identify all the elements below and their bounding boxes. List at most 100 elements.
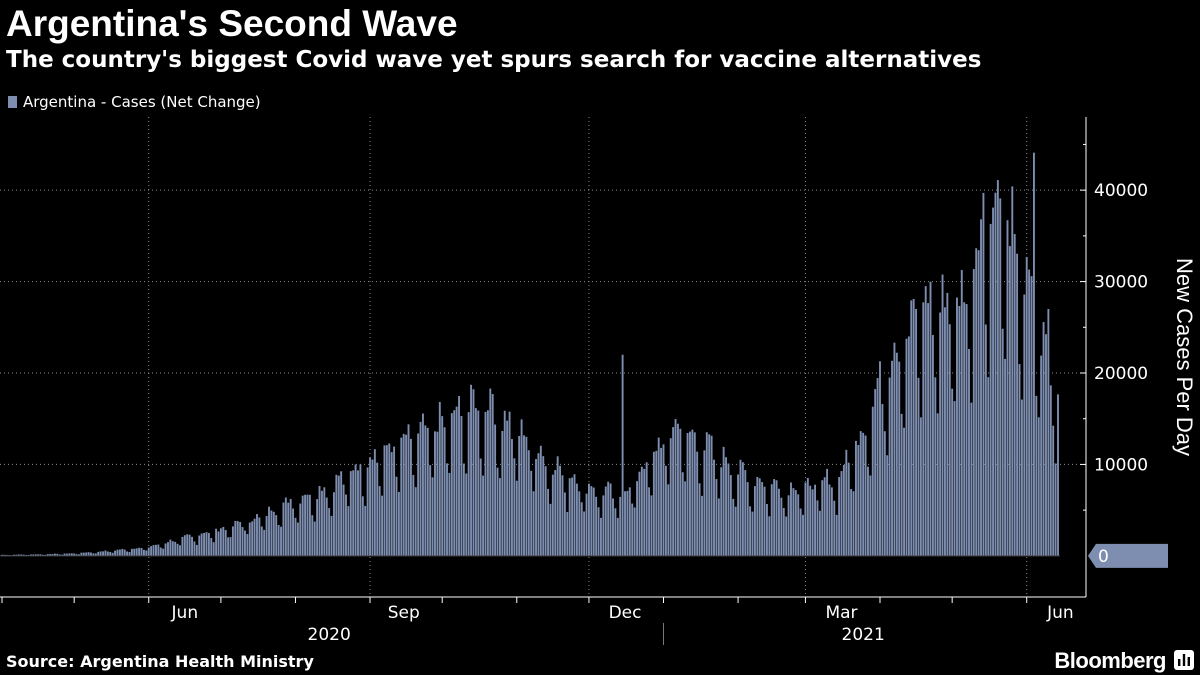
bar <box>698 483 701 556</box>
bar <box>744 470 747 556</box>
bar <box>1057 394 1059 556</box>
bar <box>325 497 328 556</box>
bar <box>782 507 785 556</box>
bar <box>260 526 263 556</box>
bar <box>756 476 759 556</box>
bar <box>713 459 715 556</box>
bar <box>835 514 838 556</box>
bar <box>345 494 347 556</box>
bar <box>51 554 54 556</box>
bar <box>883 431 886 556</box>
bar <box>717 498 720 556</box>
bar <box>429 465 432 556</box>
y-tick-label: 40000 <box>1094 181 1148 201</box>
bar <box>621 354 624 556</box>
bar <box>186 534 189 556</box>
bar <box>412 474 415 556</box>
bar <box>943 307 946 556</box>
bar <box>968 348 970 556</box>
bloomberg-terminal-icon <box>1174 650 1194 670</box>
bar <box>686 433 689 556</box>
bar <box>272 511 275 556</box>
bar <box>498 478 501 556</box>
bar <box>90 552 92 556</box>
bar <box>405 434 408 556</box>
bar <box>318 485 321 556</box>
bar <box>1042 322 1045 556</box>
bar <box>162 548 165 556</box>
bar <box>607 481 610 556</box>
bar <box>585 493 588 556</box>
bar <box>116 549 119 556</box>
bar <box>689 431 691 556</box>
bar <box>289 498 292 556</box>
bar <box>32 554 35 556</box>
bar <box>518 436 521 556</box>
bar <box>662 444 665 556</box>
bar <box>342 484 345 556</box>
bar <box>587 483 590 556</box>
bar <box>895 352 898 556</box>
bar <box>503 410 506 556</box>
bar <box>104 550 107 556</box>
bar <box>936 413 939 556</box>
bar <box>373 449 376 556</box>
x-tick-label: Jun <box>171 603 199 623</box>
bar <box>907 336 910 556</box>
bar <box>212 542 215 556</box>
bar <box>1004 358 1007 556</box>
bar <box>934 377 937 556</box>
bar <box>951 388 954 556</box>
bar <box>102 551 104 556</box>
bar <box>845 449 848 556</box>
bar <box>1035 395 1038 556</box>
bar <box>265 516 268 556</box>
bar <box>354 464 357 556</box>
bar <box>222 526 225 556</box>
bar <box>571 477 574 556</box>
bar <box>1016 253 1019 556</box>
bar <box>960 270 963 556</box>
bar <box>963 302 966 556</box>
bar <box>867 466 869 556</box>
bar <box>268 506 270 556</box>
bar <box>357 470 359 556</box>
bar <box>838 477 841 556</box>
bar <box>219 528 222 556</box>
bar <box>462 463 465 556</box>
bar <box>544 466 547 556</box>
bar <box>376 462 379 556</box>
bar <box>770 484 773 556</box>
bar <box>751 511 754 556</box>
bar <box>804 482 807 556</box>
bar <box>282 502 285 556</box>
x-tick-label: Dec <box>609 603 642 623</box>
bar <box>383 445 386 556</box>
x-tick-label: Mar <box>825 603 857 623</box>
bar <box>227 537 230 556</box>
bar <box>176 543 179 556</box>
bar <box>1054 463 1057 556</box>
bar <box>13 554 15 556</box>
bar <box>335 474 338 556</box>
bar <box>395 476 398 556</box>
bar <box>672 427 675 556</box>
bar <box>799 508 802 556</box>
bar <box>693 432 696 556</box>
bar <box>438 401 441 556</box>
bar <box>513 458 516 556</box>
bar <box>195 544 198 556</box>
bar <box>575 483 578 556</box>
bar <box>472 389 475 556</box>
bar <box>626 490 629 556</box>
bar <box>359 464 362 556</box>
bar <box>1 554 3 556</box>
bar <box>417 433 420 556</box>
bar <box>559 465 562 556</box>
bar <box>696 451 699 556</box>
bar <box>609 483 612 556</box>
bar <box>3 554 6 556</box>
bar <box>284 497 287 556</box>
bar <box>224 530 227 556</box>
bar <box>140 547 143 556</box>
